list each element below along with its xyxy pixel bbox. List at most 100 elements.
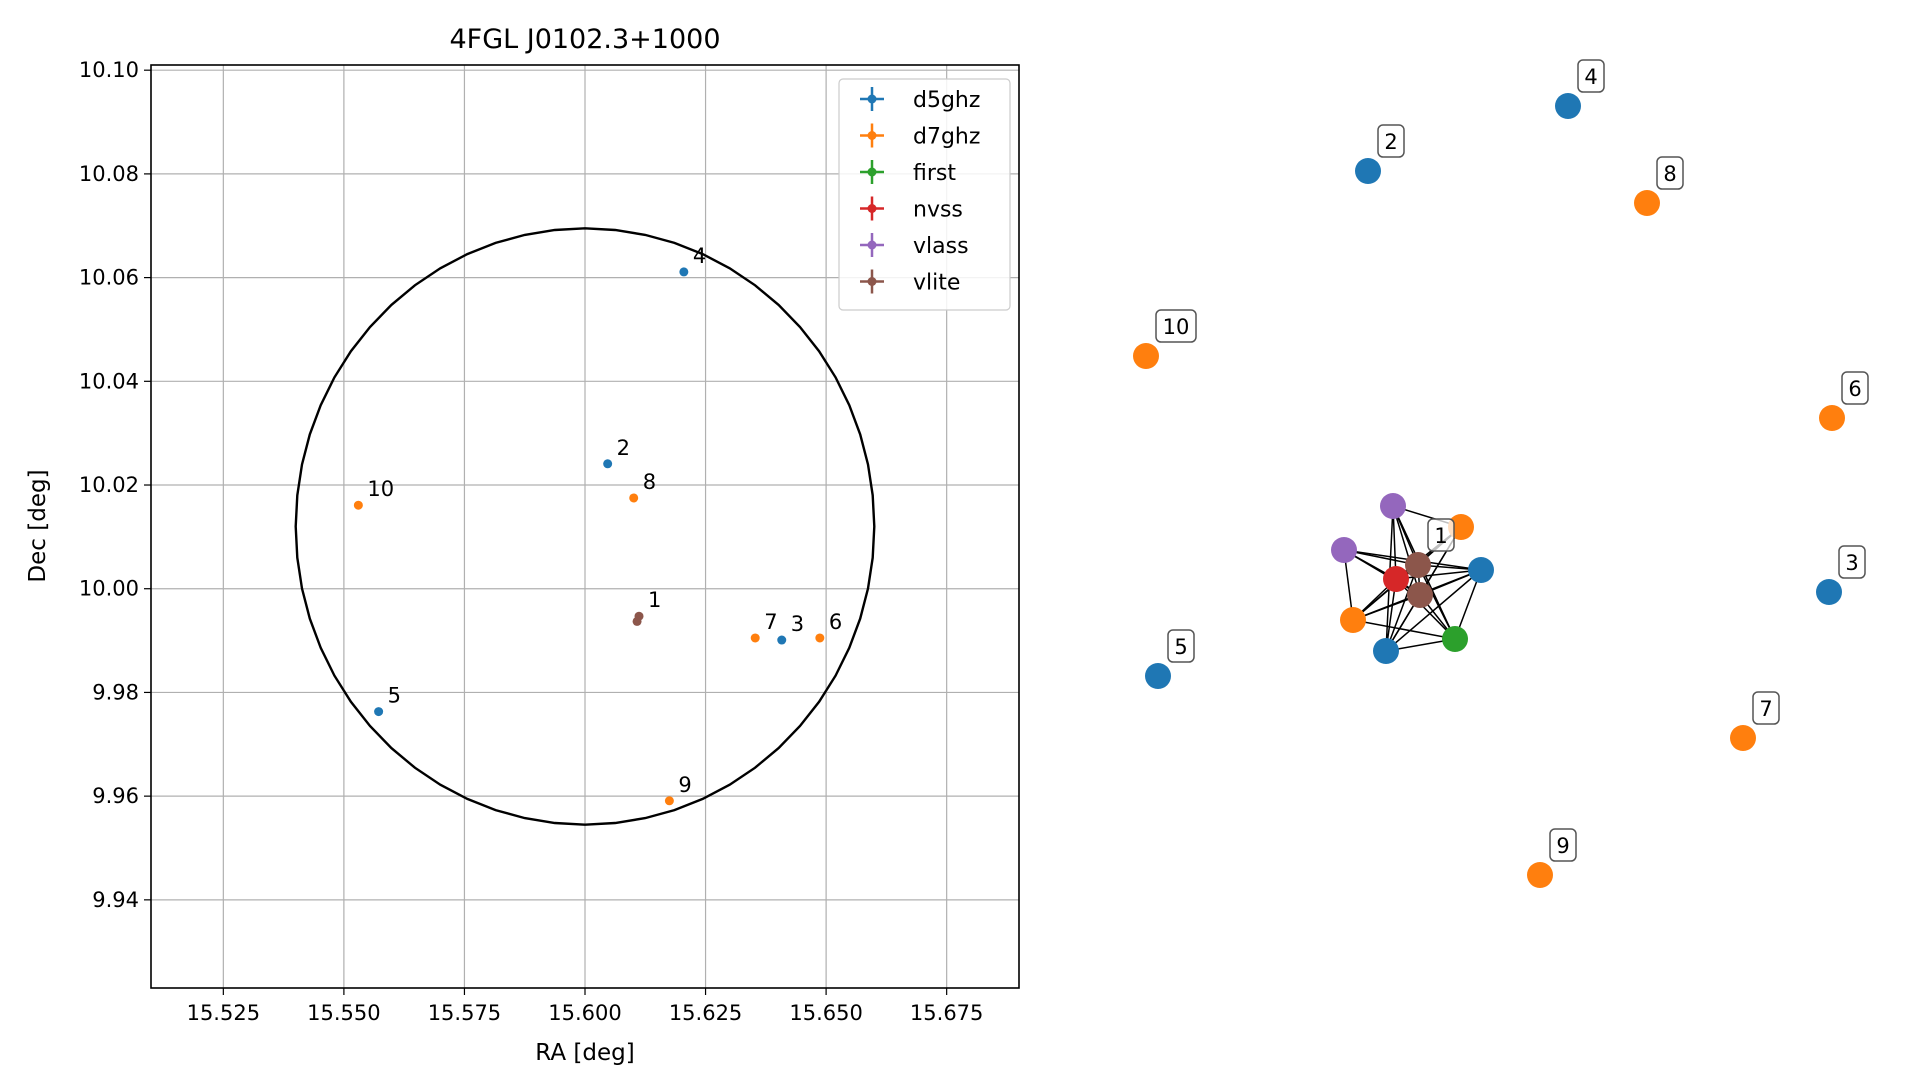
network-node <box>1555 93 1581 119</box>
legend-marker-dot <box>867 131 877 140</box>
network-node-label: 10 <box>1155 309 1197 343</box>
legend: d5ghz d7ghz first nvss vlass vlite <box>838 78 1011 311</box>
network-node-label: 9 <box>1549 828 1577 862</box>
x-tick-label: 15.575 <box>428 1001 501 1025</box>
node-label-box <box>1155 309 1197 343</box>
node-label-box <box>1752 691 1780 725</box>
y-tick-label: 10.00 <box>79 577 139 601</box>
network-edge <box>1395 569 1482 580</box>
point-annotation: 10 <box>367 477 394 501</box>
point-d5ghz <box>374 707 384 717</box>
point-d5ghz <box>603 459 613 469</box>
y-tick-label: 10.08 <box>79 162 139 186</box>
x-tick-label: 15.625 <box>669 1001 742 1025</box>
node-label-text: 9 <box>1556 834 1569 858</box>
point-annotation: 9 <box>678 773 691 797</box>
y-tick-label: 10.04 <box>79 369 139 393</box>
legend-label: first <box>913 161 956 186</box>
point-annotation: 3 <box>791 612 804 636</box>
point-vlite <box>632 616 642 626</box>
x-axis-label: RA [deg] <box>535 1040 634 1066</box>
x-tick-label: 15.600 <box>548 1001 621 1025</box>
node-label-text: 4 <box>1584 65 1597 89</box>
network-panel: 2 4 8 10 6 3 5 7 9 1 <box>1133 59 1869 888</box>
legend-entry-vlite: vlite <box>860 269 960 296</box>
point-d7ghz <box>353 500 363 510</box>
y-axis-label: Dec [deg] <box>25 469 51 582</box>
network-node <box>1145 663 1171 689</box>
point-annotation: 7 <box>764 610 777 634</box>
network-edge <box>1392 505 1421 596</box>
network-edge <box>1385 569 1482 652</box>
point-d7ghz <box>629 493 639 503</box>
legend-marker-dot <box>867 240 877 250</box>
network-node <box>1819 405 1845 431</box>
legend-entry-d7ghz: d7ghz <box>860 123 980 150</box>
error-circle <box>294 227 876 826</box>
legend-marker-dot <box>867 204 877 213</box>
legend-marker-dot <box>867 167 877 177</box>
network-edge <box>1385 564 1419 652</box>
network-node <box>1331 537 1357 563</box>
node-label-box <box>1841 371 1869 405</box>
node-label-text: 10 <box>1163 315 1190 339</box>
node-label-box <box>1577 59 1605 93</box>
network-edge <box>1352 619 1456 640</box>
x-tick-label: 15.675 <box>910 1001 983 1025</box>
point-annotation: 1 <box>648 588 661 612</box>
network-node-label: 4 <box>1577 59 1605 93</box>
y-tick-label: 9.98 <box>92 680 139 704</box>
node-label-box <box>1427 518 1455 552</box>
point-d7ghz <box>750 633 760 643</box>
node-label-text: 7 <box>1759 697 1772 721</box>
x-tick-label: 15.525 <box>187 1001 260 1025</box>
node-label-text: 3 <box>1845 551 1858 575</box>
point-annotation: 8 <box>643 470 656 494</box>
network-node <box>1383 566 1409 592</box>
y-ticks: 9.94 9.96 9.98 10.00 10.02 10.04 10.06 10.08 10.… <box>79 58 151 912</box>
legend-label: nvss <box>913 198 963 223</box>
node-label-text: 6 <box>1848 377 1861 401</box>
node-label-text: 8 <box>1663 162 1676 186</box>
network-node <box>1634 190 1660 216</box>
legend-entry-d5ghz: d5ghz <box>860 87 980 113</box>
node-label-box <box>1377 124 1405 158</box>
network-node-labels: 2 4 8 10 6 3 5 7 9 1 <box>1155 59 1869 862</box>
y-tick-label: 10.02 <box>79 473 139 497</box>
points-layer <box>353 267 825 806</box>
y-tick-label: 10.10 <box>79 58 139 82</box>
network-node-label: 8 <box>1656 156 1684 190</box>
point-annotation: 6 <box>829 610 842 634</box>
network-node <box>1373 638 1399 664</box>
node-label-box <box>1656 156 1684 190</box>
node-label-box <box>1838 545 1866 579</box>
node-label-box <box>1167 629 1195 663</box>
network-node <box>1133 343 1159 369</box>
node-label-box <box>1549 828 1577 862</box>
annotations-layer: 2 4 3 5 8 10 7 6 9 1 <box>367 244 842 797</box>
network-node-label: 3 <box>1838 545 1866 579</box>
legend-entry-vlass: vlass <box>860 233 969 259</box>
network-node <box>1340 607 1366 633</box>
network-node <box>1730 725 1756 751</box>
error-circle-layer <box>294 227 876 826</box>
network-node-label: 7 <box>1752 691 1780 725</box>
legend-entry-nvss: nvss <box>860 196 963 223</box>
legend-entry-first: first <box>860 160 956 186</box>
network-node <box>1527 862 1553 888</box>
x-ticks: 15.525 15.550 15.575 15.600 15.625 15.650 15.6… <box>187 988 983 1025</box>
legend-label: d5ghz <box>913 88 980 113</box>
y-tick-label: 9.96 <box>92 784 139 808</box>
point-d7ghz <box>664 796 674 806</box>
node-label-text: 2 <box>1384 130 1397 154</box>
network-node-label: 2 <box>1377 124 1405 158</box>
network-node-label: 5 <box>1167 629 1195 663</box>
network-edge <box>1395 578 1456 640</box>
network-node <box>1442 626 1468 652</box>
point-annotation: 2 <box>617 436 630 460</box>
y-tick-label: 9.94 <box>92 888 139 912</box>
node-label-text: 5 <box>1174 635 1187 659</box>
point-d5ghz <box>777 635 787 645</box>
